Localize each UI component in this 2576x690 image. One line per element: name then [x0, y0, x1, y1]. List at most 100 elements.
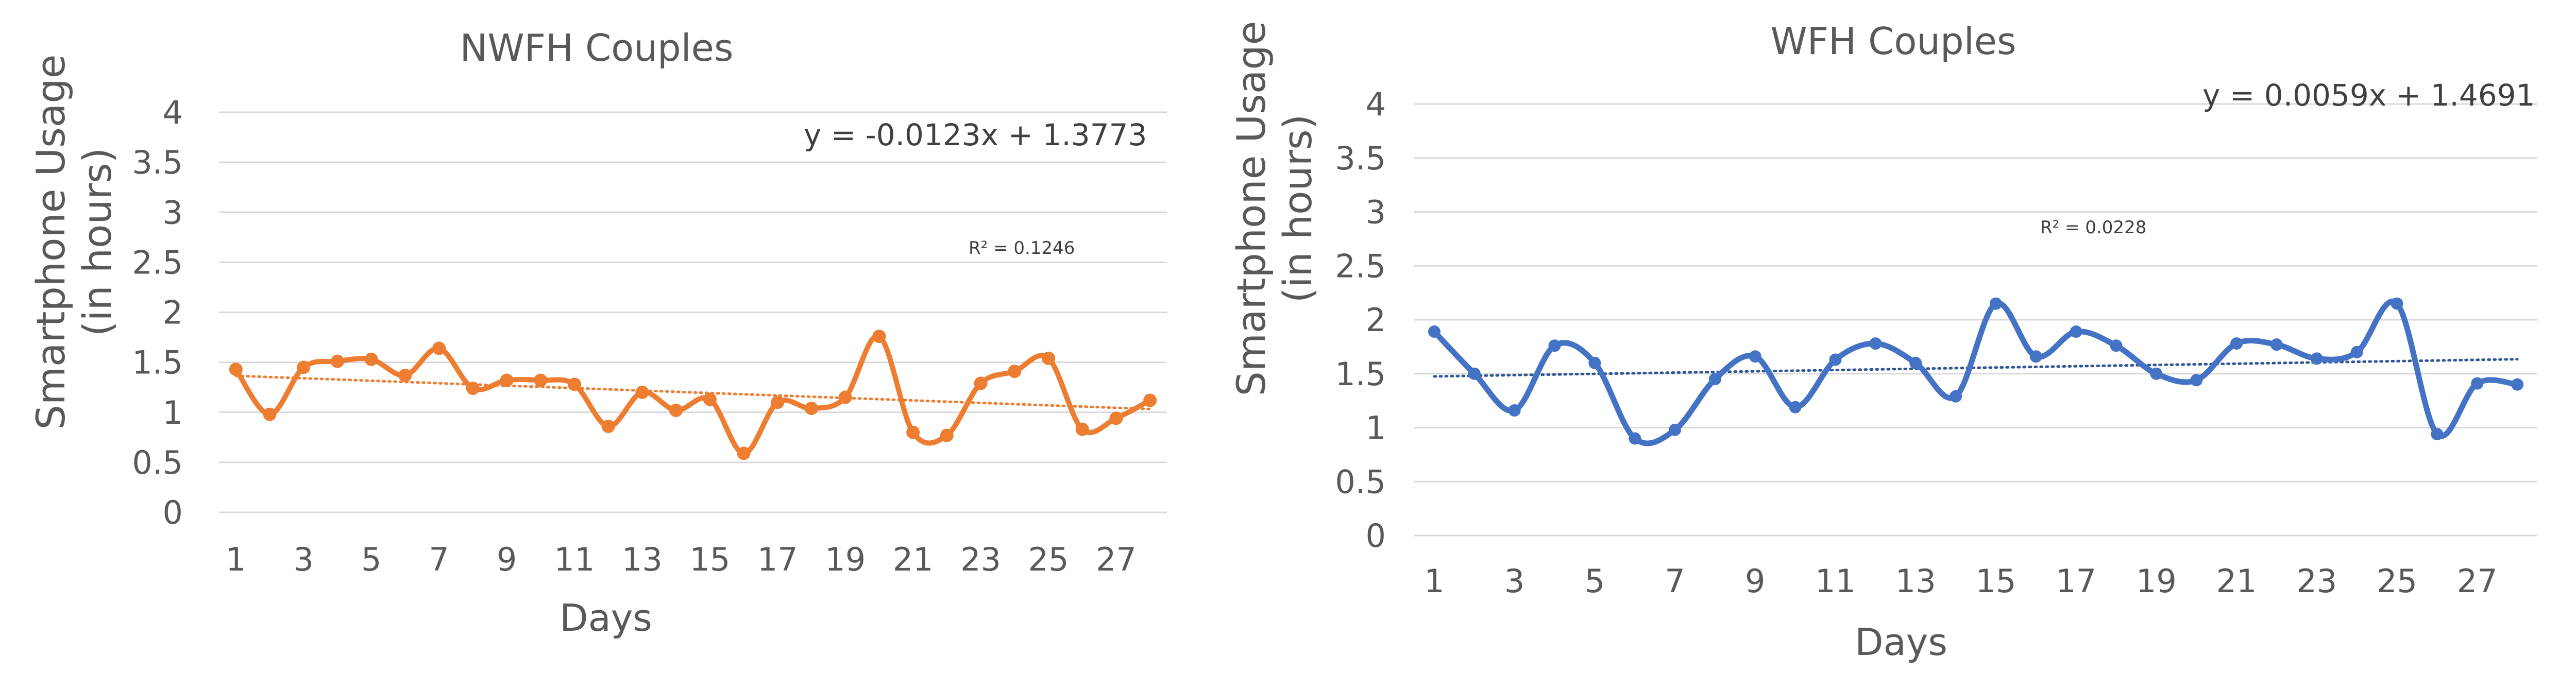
data-point-day-11: [1829, 353, 1842, 366]
x-tick-label: 7: [429, 541, 449, 578]
data-point-day-14: [1950, 390, 1962, 403]
x-tick-label: 27: [2457, 562, 2498, 600]
y-tick-label: 2: [163, 294, 183, 332]
x-tick-label: 1: [1424, 562, 1444, 600]
y-tick-label: 0.5: [132, 444, 183, 481]
data-point-day-27: [2471, 377, 2484, 390]
data-point-day-4: [1548, 339, 1561, 352]
x-tick-label: 19: [2136, 562, 2177, 600]
y-tick-label: 2: [1366, 301, 1386, 339]
x-tick-label: 11: [1815, 562, 1856, 600]
y-tick-label: 0: [163, 494, 183, 531]
x-tick-label: 17: [757, 541, 798, 578]
data-point-day-18: [2110, 339, 2123, 352]
x-tick-label: 21: [893, 541, 934, 578]
data-point-day-26: [2431, 428, 2444, 441]
data-point-day-8: [1708, 373, 1721, 386]
y-tick-label: 3: [163, 194, 183, 231]
y-tick-label: 3.5: [132, 144, 183, 181]
data-point-day-15: [703, 392, 717, 406]
data-point-day-12: [601, 419, 615, 433]
data-point-day-2: [1468, 367, 1481, 380]
x-tick-label: 19: [825, 541, 866, 578]
x-axis-title: Days: [1855, 620, 1947, 664]
data-point-day-20: [2190, 374, 2203, 387]
x-tick-label: 3: [1504, 562, 1524, 600]
data-point-day-7: [432, 341, 446, 355]
data-point-day-25: [2391, 297, 2403, 310]
y-tick-label: 3: [1366, 194, 1386, 231]
y-tick-label: 0: [1366, 517, 1386, 555]
r-squared-label: R² = 0.1246: [969, 238, 1075, 258]
x-tick-label: 15: [1975, 562, 2016, 600]
trendline-equation: y = -0.0123x + 1.3773: [804, 117, 1147, 152]
data-point-day-11: [568, 377, 581, 391]
data-point-day-5: [364, 352, 378, 366]
x-tick-label: 11: [554, 541, 595, 578]
data-point-day-17: [2070, 325, 2082, 338]
x-tick-label: 5: [1585, 562, 1605, 600]
data-point-day-9: [1749, 350, 1761, 363]
data-point-day-26: [1075, 422, 1089, 436]
data-point-day-24: [2350, 346, 2363, 358]
data-point-day-17: [771, 395, 785, 409]
data-point-day-24: [1008, 365, 1022, 378]
data-point-day-28: [2511, 378, 2524, 391]
x-tick-label: 27: [1096, 541, 1137, 578]
data-point-day-28: [1143, 393, 1157, 407]
data-point-day-14: [669, 403, 683, 417]
data-point-day-13: [1909, 356, 1922, 369]
data-point-day-6: [1629, 432, 1641, 445]
x-tick-label: 15: [689, 541, 730, 578]
y-tick-label: 3.5: [1335, 140, 1386, 177]
trendline-equation: y = 0.0059x + 1.4691: [2202, 78, 2535, 113]
x-tick-label: 21: [2216, 562, 2257, 600]
data-point-day-19: [838, 390, 852, 404]
data-point-day-3: [1508, 404, 1521, 417]
x-tick-label: 13: [1895, 562, 1936, 600]
gridlines: [1414, 103, 2537, 537]
data-point-day-9: [500, 373, 514, 387]
data-point-day-2: [263, 407, 277, 421]
y-tick-label: 1.5: [132, 344, 183, 382]
y-tick-label: 4: [163, 94, 183, 131]
data-point-day-21: [906, 425, 920, 439]
data-point-day-10: [534, 373, 548, 387]
data-point-day-8: [466, 382, 480, 395]
x-tick-label: 7: [1665, 562, 1685, 600]
data-point-day-5: [1588, 356, 1601, 369]
data-point-day-1: [1428, 325, 1440, 338]
data-point-day-3: [297, 360, 311, 374]
x-tick-label: 17: [2056, 562, 2096, 600]
data-point-day-18: [805, 401, 818, 415]
trendline: [234, 374, 1151, 410]
data-point-day-21: [2230, 337, 2243, 350]
y-tick-label: 1: [163, 394, 183, 432]
data-point-day-22: [2270, 338, 2283, 351]
gridlines: [219, 111, 1167, 513]
x-tick-label: 5: [361, 541, 381, 578]
chart-title: NWFH Couples: [460, 26, 734, 70]
data-point-day-10: [1789, 401, 1802, 413]
y-tick-label: 1.5: [1335, 355, 1386, 393]
series-line: [1431, 299, 2520, 446]
data-point-day-16: [737, 446, 751, 460]
x-tick-label: 13: [622, 541, 663, 578]
x-tick-label: 9: [497, 541, 517, 578]
y-tick-label: 2.5: [1335, 247, 1386, 285]
y-tick-label: 4: [1366, 85, 1386, 123]
data-point-day-22: [940, 428, 954, 442]
y-axis-title: Smartphone Usage(in hours): [1228, 21, 1320, 396]
x-tick-label: 25: [2377, 562, 2417, 600]
data-point-day-6: [398, 368, 412, 382]
y-tick-label: 0.5: [1335, 463, 1386, 501]
data-point-day-23: [974, 376, 988, 390]
data-point-day-19: [2150, 367, 2163, 380]
data-point-day-7: [1669, 423, 1682, 436]
data-point-day-23: [2310, 352, 2323, 365]
x-tick-label: 1: [226, 541, 246, 578]
data-point-day-20: [872, 330, 886, 343]
